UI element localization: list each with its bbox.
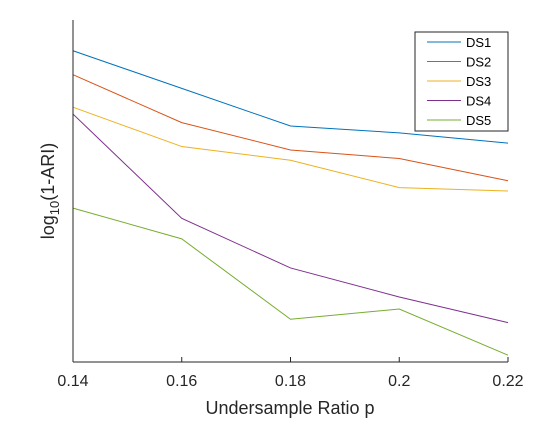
y-axis-label-rest: (1-ARI) bbox=[38, 143, 58, 201]
y-axis-label-base: log bbox=[38, 215, 58, 239]
legend-label-ds1: DS1 bbox=[466, 35, 491, 50]
y-axis-label-subscript: 10 bbox=[47, 201, 62, 215]
legend-label-ds3: DS3 bbox=[466, 74, 491, 89]
legend-label-ds5: DS5 bbox=[466, 113, 491, 128]
x-tick-label: 0.22 bbox=[492, 373, 523, 390]
series-layer bbox=[72, 50, 509, 356]
series-line-ds3 bbox=[72, 106, 509, 192]
y-axis-label: log10(1-ARI) bbox=[38, 143, 62, 240]
x-ticks: 0.14 0.16 0.18 0.2 0.22 bbox=[57, 357, 524, 390]
x-tick-label: 0.2 bbox=[388, 373, 410, 390]
series-line-ds4 bbox=[72, 113, 509, 324]
x-tick-label: 0.14 bbox=[57, 373, 88, 390]
x-axis-label: Undersample Ratio p bbox=[205, 398, 374, 418]
x-tick-label: 0.18 bbox=[275, 373, 306, 390]
series-line-ds5 bbox=[72, 207, 509, 356]
series-line-ds2 bbox=[72, 74, 509, 182]
legend-label-ds2: DS2 bbox=[466, 55, 491, 70]
series-line-ds1 bbox=[72, 50, 509, 144]
x-tick-label: 0.16 bbox=[166, 373, 197, 390]
legend-label-ds4: DS4 bbox=[466, 94, 491, 109]
legend: DS1 DS2 DS3 DS4 DS5 bbox=[414, 31, 509, 132]
